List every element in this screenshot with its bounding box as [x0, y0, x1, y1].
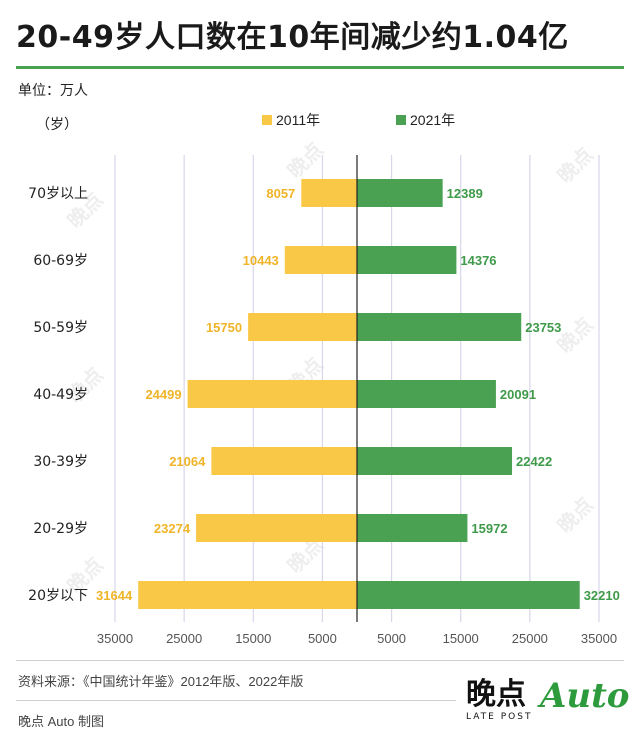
watermark-2: 晚点 — [552, 142, 597, 187]
bar-2021 — [357, 514, 468, 542]
data-label-2011: 10443 — [243, 253, 279, 268]
watermark-1: 晚点 — [282, 137, 327, 182]
bar-2011 — [138, 581, 357, 609]
x-tick-label: 15000 — [235, 631, 271, 646]
data-label-2021: 12389 — [447, 186, 483, 201]
x-tick-label: 35000 — [97, 631, 133, 646]
bar-2011 — [187, 380, 357, 408]
legend-swatch-2011 — [262, 115, 272, 125]
legend-item-2021: 2021年 — [396, 110, 455, 130]
source-note: 资料来源：《中国统计年鉴》2012年版、2022年版 — [18, 674, 304, 689]
data-label-2021: 14376 — [460, 253, 496, 268]
data-label-2021: 20091 — [500, 387, 536, 402]
bar-2011 — [301, 179, 357, 207]
x-tick-label: 25000 — [512, 631, 548, 646]
bar-2021 — [357, 380, 496, 408]
bar-2011 — [284, 246, 357, 274]
y-unit-label: （岁） — [36, 116, 78, 132]
legend-swatch-2021 — [396, 115, 406, 125]
data-label-2011: 24499 — [145, 387, 181, 402]
bar-2021 — [357, 246, 457, 274]
chart-title: 20-49岁人口数在10年间减少约1.04亿 — [16, 20, 569, 55]
title-divider — [16, 66, 624, 69]
data-label-2011: 21064 — [169, 454, 206, 469]
data-label-2021: 23753 — [525, 320, 561, 335]
legend-label-2021: 2021年 — [410, 112, 456, 128]
watermark-8: 晚点 — [552, 492, 597, 537]
x-tick-label: 5000 — [377, 631, 406, 646]
latepost-logo: 晚点 LATE POST — [466, 677, 533, 723]
x-tick-label: 25000 — [166, 631, 202, 646]
x-tick-label: 15000 — [443, 631, 479, 646]
data-label-2011: 23274 — [154, 521, 191, 536]
data-label-2021: 15972 — [471, 521, 507, 536]
category-label: 30-39岁 — [33, 454, 88, 470]
bar-2011 — [196, 514, 357, 542]
category-label: 40-49岁 — [33, 387, 88, 403]
data-label-2021: 22422 — [516, 454, 552, 469]
data-label-2011: 15750 — [206, 320, 242, 335]
logo-sub-text: LATE POST — [466, 712, 533, 722]
footer-divider-top — [16, 660, 624, 661]
bar-2011 — [248, 313, 357, 341]
category-label: 20-29岁 — [33, 521, 88, 537]
data-label-2021: 32210 — [584, 588, 620, 603]
bar-2021 — [357, 447, 513, 475]
category-label: 50-59岁 — [33, 320, 88, 336]
data-label-2011: 8057 — [266, 186, 295, 201]
category-label: 60-69岁 — [33, 253, 88, 269]
bar-2021 — [357, 581, 580, 609]
category-label: 20岁以下 — [28, 588, 88, 604]
footer-divider-bottom — [16, 700, 456, 701]
bar-2021 — [357, 179, 443, 207]
bar-2011 — [211, 447, 357, 475]
x-tick-label: 35000 — [581, 631, 617, 646]
x-tick-label: 5000 — [308, 631, 337, 646]
unit-label: 单位：万人 — [18, 82, 88, 98]
legend-label-2011: 2011年 — [276, 112, 321, 128]
bar-2021 — [357, 313, 522, 341]
data-label-2011: 31644 — [96, 588, 133, 603]
auto-logo: Auto — [540, 676, 630, 716]
logo-main-text: 晚点 — [466, 677, 526, 712]
category-label: 70岁以上 — [28, 186, 88, 202]
legend-item-2011: 2011年 — [262, 110, 320, 130]
maker-note: 晚点 Auto 制图 — [18, 714, 104, 729]
